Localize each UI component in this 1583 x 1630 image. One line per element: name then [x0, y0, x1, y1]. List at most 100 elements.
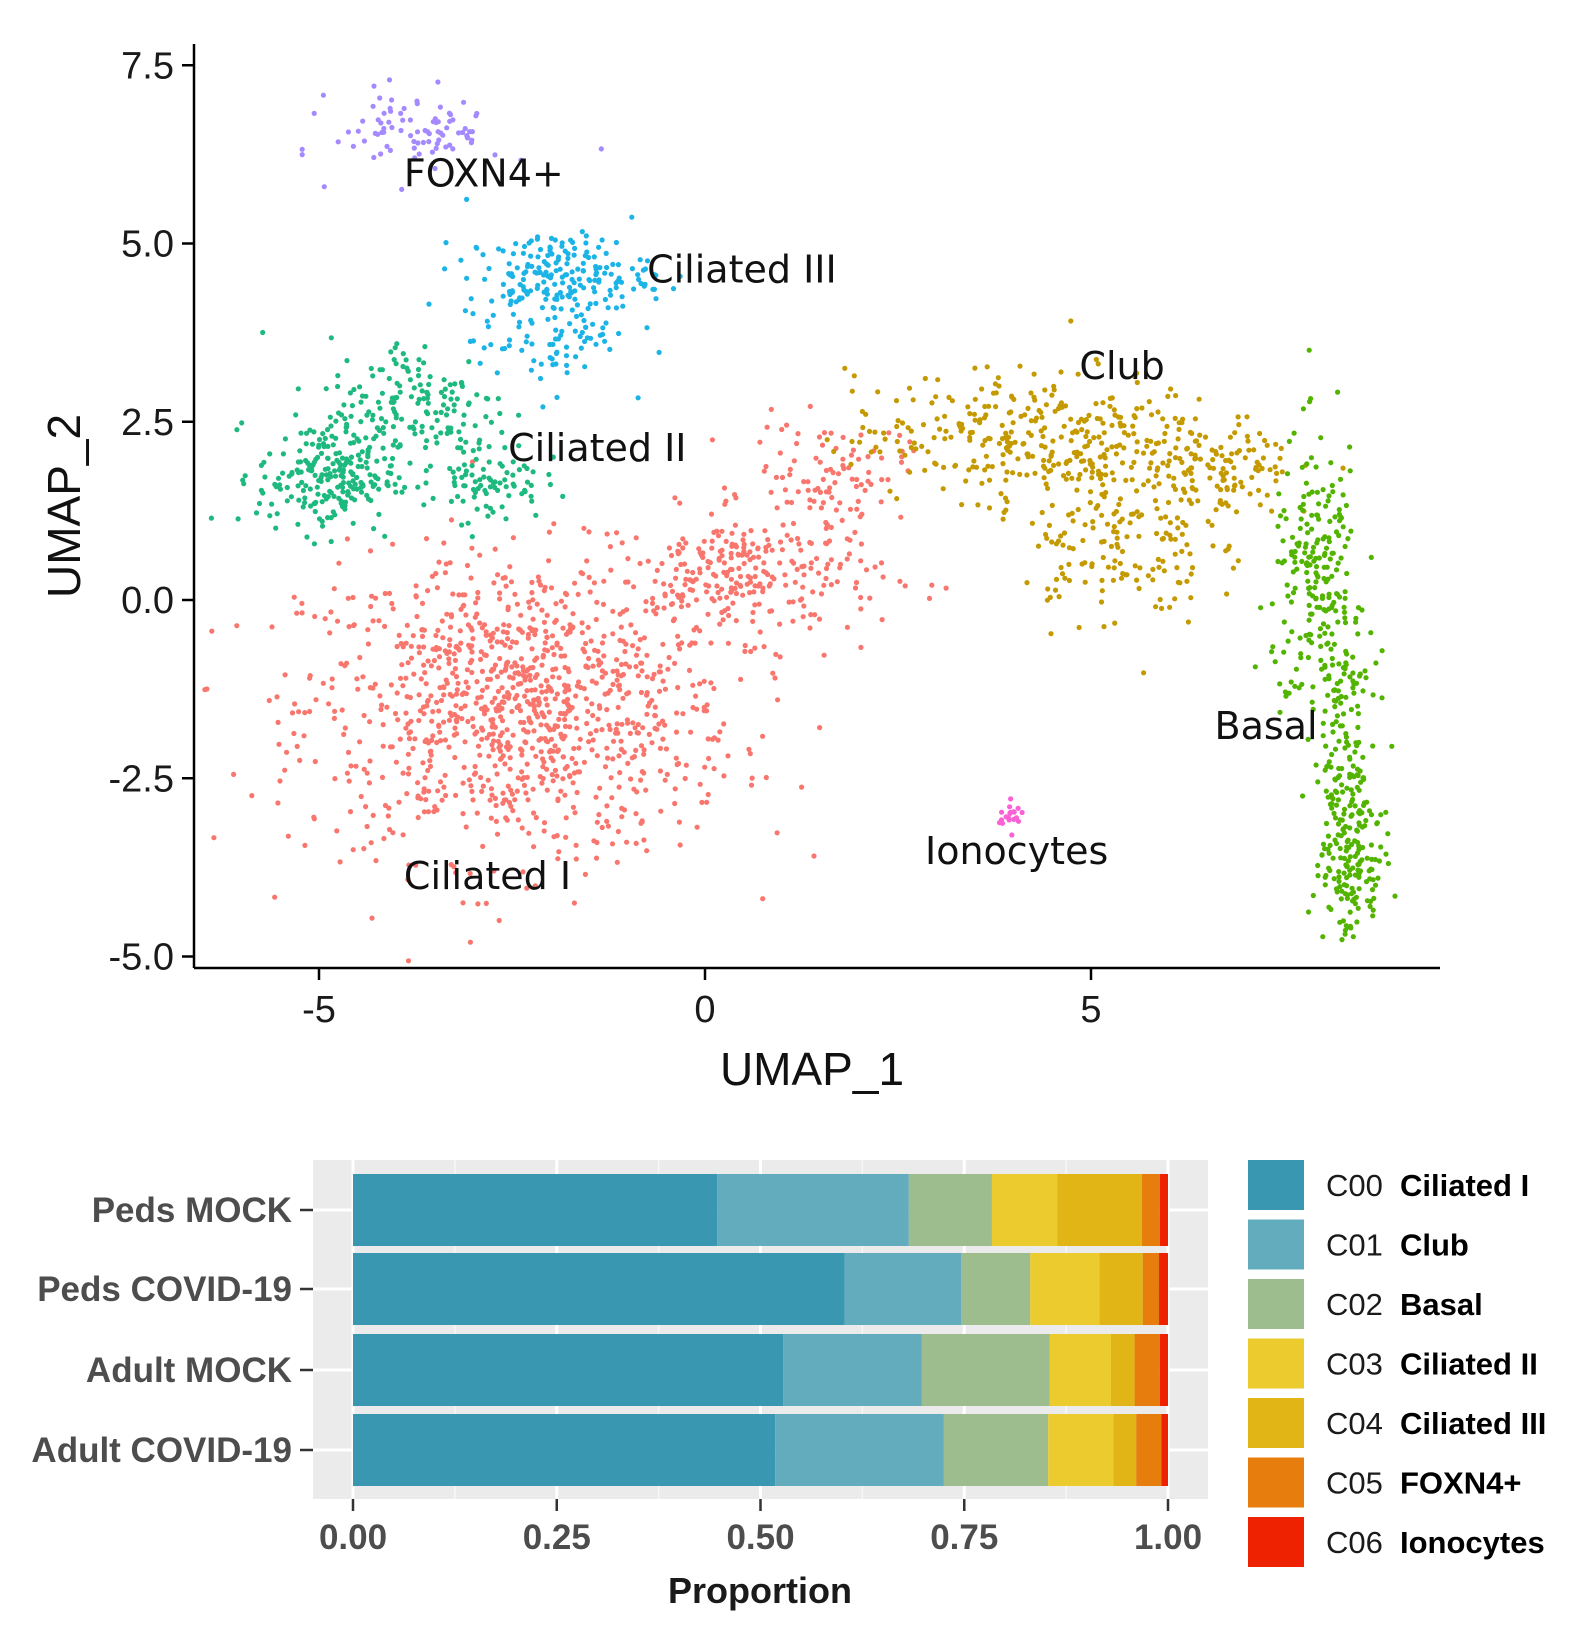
scatter-point — [492, 546, 498, 552]
scatter-point — [570, 611, 576, 617]
scatter-point — [408, 133, 414, 139]
scatter-point — [395, 717, 401, 723]
scatter-point — [1081, 458, 1087, 464]
scatter-point — [1102, 463, 1109, 469]
scatter-point — [1006, 443, 1013, 449]
scatter-point — [249, 793, 255, 799]
scatter-point — [1262, 437, 1268, 444]
scatter-point — [1323, 743, 1329, 749]
scatter-point — [541, 828, 547, 834]
x-tick-label: 0.75 — [930, 1518, 998, 1557]
scatter-point — [1117, 496, 1123, 502]
scatter-point — [1160, 558, 1166, 564]
scatter-point — [1325, 624, 1331, 630]
scatter-point — [769, 547, 775, 553]
scatter-point — [319, 523, 326, 529]
scatter-point — [1335, 774, 1341, 780]
scatter-point — [426, 381, 432, 388]
scatter-point — [367, 719, 373, 725]
scatter-point — [506, 800, 513, 806]
scatter-point — [1315, 873, 1321, 879]
scatter-point — [459, 691, 465, 698]
scatter-point — [274, 511, 280, 517]
scatter-point — [1326, 493, 1332, 499]
scatter-point — [500, 281, 506, 287]
scatter-point — [656, 721, 662, 727]
scatter-point — [418, 676, 424, 682]
scatter-point — [604, 745, 610, 751]
scatter-point — [376, 618, 382, 624]
bar-segment — [353, 1174, 718, 1246]
scatter-point — [544, 702, 550, 708]
scatter-point — [528, 317, 534, 323]
scatter-point — [1144, 443, 1150, 449]
scatter-point — [461, 99, 467, 105]
scatter-point — [610, 261, 616, 267]
scatter-point — [552, 696, 558, 702]
scatter-point — [779, 547, 786, 553]
scatter-point — [567, 321, 573, 327]
scatter-point — [299, 146, 305, 152]
scatter-point — [487, 797, 493, 803]
scatter-point — [546, 558, 552, 564]
scatter-point — [644, 674, 650, 680]
scatter-point — [407, 117, 413, 123]
scatter-point — [425, 400, 431, 406]
scatter-point — [817, 489, 824, 495]
scatter-point — [1099, 539, 1105, 545]
scatter-point — [630, 643, 636, 649]
scatter-point — [1018, 413, 1024, 419]
scatter-point — [1326, 539, 1332, 545]
scatter-point — [552, 314, 558, 321]
scatter-point — [1356, 809, 1362, 816]
scatter-point — [488, 786, 495, 792]
scatter-point — [554, 394, 560, 400]
scatter-point — [1307, 554, 1313, 560]
scatter-point — [582, 364, 588, 370]
scatter-point — [1281, 619, 1287, 625]
scatter-point — [535, 574, 542, 580]
scatter-point — [694, 706, 700, 712]
scatter-point — [618, 624, 624, 630]
scatter-point — [412, 431, 418, 437]
legend-code: C04 — [1326, 1406, 1383, 1441]
scatter-point — [782, 572, 788, 578]
scatter-point — [633, 840, 639, 847]
scatter-point — [585, 624, 591, 631]
scatter-point — [463, 679, 469, 685]
scatter-point — [560, 625, 566, 631]
scatter-point — [1234, 450, 1240, 456]
scatter-point — [448, 429, 454, 435]
scatter-point — [503, 516, 509, 522]
scatter-point — [492, 662, 498, 668]
bar-segment — [1048, 1414, 1114, 1486]
scatter-point — [425, 767, 431, 774]
scatter-point — [1376, 858, 1382, 864]
scatter-point — [606, 722, 612, 728]
scatter-point — [461, 412, 467, 418]
scatter-point — [487, 484, 493, 490]
scatter-point — [544, 766, 550, 772]
scatter-point — [1341, 604, 1347, 610]
scatter-point — [1188, 451, 1194, 457]
scatter-point — [709, 437, 716, 443]
scatter-point — [625, 760, 631, 767]
scatter-point — [389, 97, 395, 103]
scatter-point — [553, 268, 559, 274]
scatter-point — [449, 693, 455, 699]
scatter-point — [532, 883, 538, 889]
scatter-point — [576, 769, 583, 775]
scatter-point — [354, 486, 360, 492]
scatter-point — [1323, 820, 1330, 827]
scatter-point — [675, 642, 682, 648]
scatter-point — [819, 442, 826, 448]
scatter-point — [396, 799, 402, 805]
cluster-basal-points — [1252, 347, 1374, 752]
scatter-point — [587, 731, 594, 737]
scatter-point — [560, 280, 566, 286]
scatter-point — [382, 456, 388, 462]
scatter-point — [399, 416, 405, 422]
scatter-point — [840, 456, 846, 462]
scatter-point — [1207, 475, 1213, 481]
scatter-point — [559, 294, 565, 300]
